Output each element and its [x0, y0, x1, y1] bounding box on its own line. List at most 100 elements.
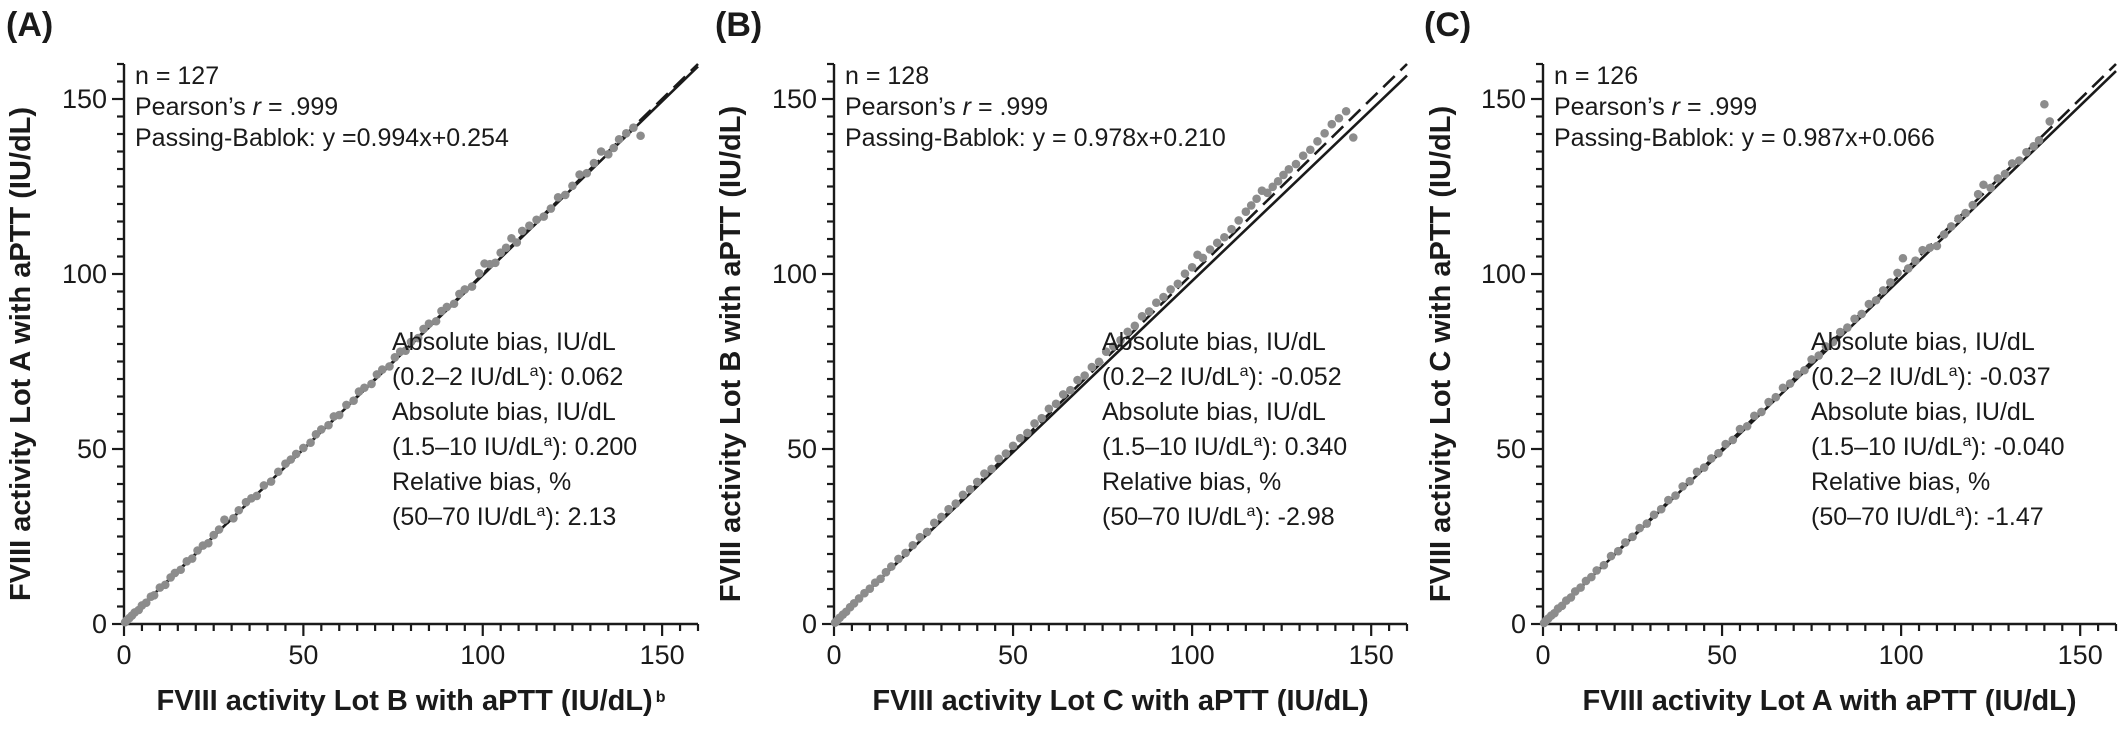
bias-line: (50–70 IU/dLa): 2.13: [392, 503, 616, 531]
data-point: [1911, 256, 1920, 266]
y-axis-title: FVIII activity Lot B with aPTT (IU/dL): [715, 106, 747, 602]
x-axis-title: FVIII activity Lot B with aPTT (IU/dL) b: [156, 685, 665, 717]
data-point: [1699, 463, 1709, 472]
data-point: [1606, 551, 1616, 561]
y-tick-label: 100: [772, 259, 817, 289]
bias-line: Relative bias, %: [392, 468, 571, 496]
data-point: [994, 454, 1004, 464]
bias-line: Absolute bias, IU/dL: [392, 398, 616, 426]
data-point: [1707, 454, 1716, 463]
data-point: [881, 567, 891, 577]
data-point: [1051, 399, 1061, 409]
data-point: [390, 353, 400, 362]
data-point: [2040, 99, 2049, 109]
data-point: [512, 238, 522, 247]
data-point: [1771, 392, 1781, 402]
data-point: [1932, 241, 1942, 251]
data-point: [1341, 106, 1351, 116]
data-point: [1205, 245, 1215, 254]
data-point: [865, 584, 875, 593]
data-point: [1925, 243, 1935, 253]
x-tick-label: 150: [1349, 640, 1394, 670]
data-point: [214, 525, 224, 534]
data-point: [474, 269, 484, 278]
stat-n: n = 128: [845, 62, 929, 90]
data-point: [1685, 476, 1695, 486]
data-point: [1714, 448, 1723, 458]
data-point: [1649, 510, 1659, 520]
y-axis-title: FVIII activity Lot C with aPTT (IU/dL): [1425, 106, 1457, 602]
data-point: [406, 337, 416, 347]
y-tick-label: 0: [92, 609, 107, 639]
x-axis-title: FVIII activity Lot C with aPTT (IU/dL): [872, 685, 1368, 717]
data-point: [367, 379, 376, 389]
data-point: [1291, 159, 1301, 169]
y-tick-label: 150: [772, 84, 817, 114]
data-point: [491, 258, 500, 268]
data-point: [1030, 419, 1039, 428]
panel-c: (C) 0 50 100 150 0 50 100 150 FVIII activity Lot …: [1424, 6, 2118, 717]
data-point: [431, 316, 441, 326]
data-point: [1227, 224, 1236, 234]
data-point: [1592, 566, 1602, 575]
bias-line: (0.2–2 IU/dLa): -0.037: [1811, 363, 2051, 391]
data-point: [1993, 174, 2003, 183]
data-point: [1320, 129, 1329, 138]
data-point: [2022, 147, 2031, 157]
data-point: [1968, 200, 1978, 210]
data-point: [1903, 264, 1913, 273]
data-point: [629, 123, 638, 132]
data-point: [1144, 307, 1154, 316]
data-point: [273, 467, 283, 477]
data-point: [449, 299, 459, 309]
y-tick-label: 150: [62, 84, 107, 114]
data-point: [317, 425, 326, 434]
stat-passing-bablok: Passing-Bablok: y = 0.987x+0.066: [1554, 124, 1935, 152]
y-tick-label: 100: [1481, 259, 1526, 289]
data-point: [413, 333, 423, 343]
data-point: [894, 554, 903, 564]
data-point: [1961, 208, 1970, 218]
x-tick-label: 0: [1535, 640, 1550, 670]
data-point: [609, 143, 618, 153]
x-tick-label: 100: [1879, 640, 1924, 670]
data-point: [908, 540, 918, 550]
panel-label: (B): [715, 6, 762, 44]
data-point: [1220, 232, 1229, 242]
data-point: [614, 134, 624, 144]
data-point: [1835, 327, 1845, 337]
data-point: [1313, 137, 1322, 146]
data-point: [929, 518, 939, 528]
x-tick-label: 0: [826, 640, 841, 670]
data-point: [1635, 523, 1644, 533]
data-point: [1778, 383, 1788, 393]
data-point: [1664, 495, 1673, 505]
data-point: [324, 420, 333, 430]
y-tick-label: 0: [802, 609, 817, 639]
data-point: [1001, 449, 1011, 458]
x-tick-label: 150: [2058, 640, 2103, 670]
data-point: [1152, 298, 1161, 308]
data-point: [1109, 342, 1118, 351]
data-point: [2029, 141, 2038, 151]
data-point: [1886, 278, 1895, 287]
data-point: [1939, 230, 1949, 239]
data-point: [1692, 467, 1702, 477]
data-point: [1348, 133, 1358, 142]
data-point: [1898, 253, 1908, 263]
data-point: [589, 158, 599, 168]
data-point: [229, 514, 238, 523]
data-point: [2007, 159, 2017, 168]
data-point: [291, 449, 301, 459]
data-point: [424, 319, 434, 329]
data-point: [349, 396, 358, 406]
data-point: [2015, 156, 2024, 165]
bias-line: (50–70 IU/dLa): -1.47: [1811, 503, 2044, 531]
data-point: [1241, 207, 1251, 216]
data-point: [1273, 176, 1283, 186]
data-point: [1871, 295, 1881, 305]
bias-line: Absolute bias, IU/dL: [1811, 398, 2035, 426]
data-point: [1814, 351, 1824, 360]
data-point: [501, 243, 511, 253]
x-axis-title: FVIII activity Lot A with aPTT (IU/dL): [1582, 685, 2076, 717]
